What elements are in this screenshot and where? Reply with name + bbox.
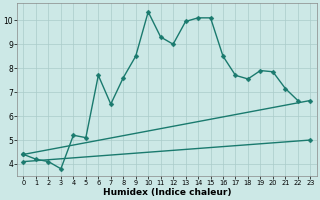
X-axis label: Humidex (Indice chaleur): Humidex (Indice chaleur)	[103, 188, 231, 197]
